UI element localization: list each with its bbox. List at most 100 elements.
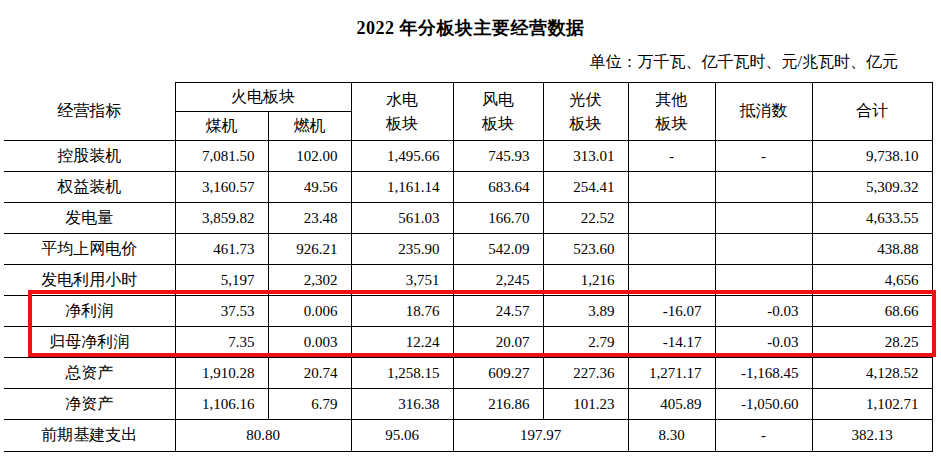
unit-note: 单位：万千瓦、亿千瓦时、元/兆瓦时、亿元: [590, 52, 898, 73]
col-header-elimination: 抵消数: [715, 83, 812, 141]
col-header-indicator: 经营指标: [4, 83, 175, 141]
table-row-net-profit-attributable: 归母净利润 7.35 0.003 12.24 20.07 2.79 -14.17…: [4, 327, 932, 358]
cell-elimination: -: [715, 420, 812, 452]
col-header-other: 其他 板块: [628, 83, 715, 141]
cell-total: 4,128.52: [812, 358, 932, 389]
cell-coal: 461.73: [175, 234, 268, 265]
cell-elimination: [715, 172, 812, 203]
cell-elimination: -0.03: [715, 327, 812, 358]
cell-total: 4,656: [812, 265, 932, 296]
table-row-avg-on-grid-tariff: 平均上网电价 461.73 926.21 235.90 542.09 523.6…: [4, 234, 932, 265]
cell-wind: 24.57: [453, 296, 543, 327]
cell-coal: 3,160.57: [175, 172, 268, 203]
cell-total: 28.25: [812, 327, 932, 358]
table-row-net-assets: 净资产 1,106.16 6.79 316.38 216.86 101.23 4…: [4, 389, 932, 420]
cell-elimination: -1,050.60: [715, 389, 812, 420]
cell-gas: 23.48: [268, 203, 351, 234]
cell-hydro: 1,495.66: [351, 141, 453, 172]
cell-gas: 20.74: [268, 358, 351, 389]
cell-other: [628, 203, 715, 234]
cell-elimination: -: [715, 141, 812, 172]
row-label: 平均上网电价: [4, 234, 175, 265]
page-title: 2022 年分板块主要经营数据: [0, 16, 941, 40]
table-row-installed-capacity: 控股装机 7,081.50 102.00 1,495.66 745.93 313…: [4, 141, 932, 172]
cell-total: 5,309.32: [812, 172, 932, 203]
row-label: 发电量: [4, 203, 175, 234]
col-header-total: 合计: [812, 83, 932, 141]
cell-hydro: 12.24: [351, 327, 453, 358]
cell-wind: 609.27: [453, 358, 543, 389]
cell-gas: 926.21: [268, 234, 351, 265]
cell-total: 9,738.10: [812, 141, 932, 172]
table-row-equity-capacity: 权益装机 3,160.57 49.56 1,161.14 683.64 254.…: [4, 172, 932, 203]
cell-other: [628, 265, 715, 296]
row-label: 归母净利润: [4, 327, 175, 358]
cell-elimination: [715, 265, 812, 296]
cell-solar: 254.41: [543, 172, 628, 203]
cell-wind-solar-merged: 197.97: [453, 420, 628, 452]
row-label: 前期基建支出: [4, 420, 175, 452]
cell-total: 382.13: [812, 420, 932, 452]
cell-hydro: 95.06: [351, 420, 453, 452]
cell-wind: 683.64: [453, 172, 543, 203]
row-label: 控股装机: [4, 141, 175, 172]
cell-elimination: [715, 234, 812, 265]
cell-coal: 1,106.16: [175, 389, 268, 420]
cell-wind: 745.93: [453, 141, 543, 172]
col-header-gas: 燃机: [268, 112, 351, 141]
row-label: 权益装机: [4, 172, 175, 203]
cell-total: 438.88: [812, 234, 932, 265]
cell-elimination: -1,168.45: [715, 358, 812, 389]
cell-solar: 313.01: [543, 141, 628, 172]
cell-wind: 2,245: [453, 265, 543, 296]
cell-hydro: 1,161.14: [351, 172, 453, 203]
cell-hydro: 235.90: [351, 234, 453, 265]
cell-coal: 7.35: [175, 327, 268, 358]
cell-other: [628, 172, 715, 203]
cell-other: [628, 234, 715, 265]
cell-hydro: 18.76: [351, 296, 453, 327]
cell-other: 405.89: [628, 389, 715, 420]
cell-thermal-merged: 80.80: [175, 420, 351, 452]
cell-hydro: 561.03: [351, 203, 453, 234]
cell-gas: 6.79: [268, 389, 351, 420]
cell-total: 68.66: [812, 296, 932, 327]
cell-other: -: [628, 141, 715, 172]
cell-solar: 101.23: [543, 389, 628, 420]
row-label: 总资产: [4, 358, 175, 389]
cell-solar: 227.36: [543, 358, 628, 389]
cell-wind: 166.70: [453, 203, 543, 234]
cell-gas: 49.56: [268, 172, 351, 203]
row-label: 发电利用小时: [4, 265, 175, 296]
cell-gas: 102.00: [268, 141, 351, 172]
row-label: 净资产: [4, 389, 175, 420]
cell-wind: 216.86: [453, 389, 543, 420]
cell-solar: 22.52: [543, 203, 628, 234]
cell-total: 4,633.55: [812, 203, 932, 234]
cell-elimination: [715, 203, 812, 234]
table-row-preliminary-capex: 前期基建支出 80.80 95.06 197.97 8.30 - 382.13: [4, 420, 932, 452]
cell-coal: 7,081.50: [175, 141, 268, 172]
cell-solar: 3.89: [543, 296, 628, 327]
table-row-total-assets: 总资产 1,910.28 20.74 1,258.15 609.27 227.3…: [4, 358, 932, 389]
row-label: 净利润: [4, 296, 175, 327]
col-header-coal: 煤机: [175, 112, 268, 141]
cell-solar: 523.60: [543, 234, 628, 265]
cell-gas: 0.003: [268, 327, 351, 358]
cell-coal: 5,197: [175, 265, 268, 296]
cell-coal: 1,910.28: [175, 358, 268, 389]
col-header-hydro: 水电 板块: [351, 83, 453, 141]
cell-other: 8.30: [628, 420, 715, 452]
cell-other: -14.17: [628, 327, 715, 358]
cell-hydro: 3,751: [351, 265, 453, 296]
cell-wind: 20.07: [453, 327, 543, 358]
cell-gas: 0.006: [268, 296, 351, 327]
cell-total: 1,102.71: [812, 389, 932, 420]
cell-solar: 2.79: [543, 327, 628, 358]
cell-wind: 542.09: [453, 234, 543, 265]
cell-elimination: -0.03: [715, 296, 812, 327]
col-header-thermal-group: 火电板块: [175, 83, 351, 112]
table-row-utilization-hours: 发电利用小时 5,197 2,302 3,751 2,245 1,216 4,6…: [4, 265, 932, 296]
col-header-wind: 风电 板块: [453, 83, 543, 141]
cell-solar: 1,216: [543, 265, 628, 296]
